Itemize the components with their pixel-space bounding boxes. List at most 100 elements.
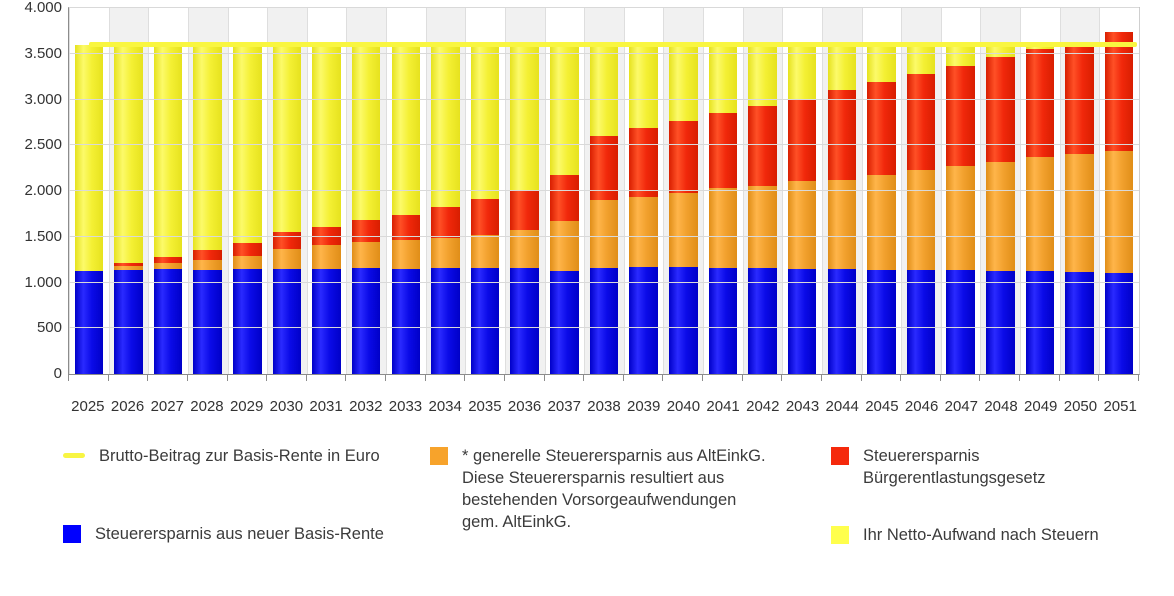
bar-segment-yellow-2033 — [391, 44, 421, 215]
bar-2030[interactable] — [272, 44, 302, 374]
x-tick-label-2032: 2032 — [349, 398, 383, 415]
bar-2034[interactable] — [431, 44, 460, 374]
bar-2033[interactable] — [391, 44, 421, 374]
bar-segment-red-2042 — [748, 105, 777, 186]
bar-2044[interactable] — [827, 44, 857, 374]
bar-segment-blue-2031 — [312, 268, 341, 374]
bar-2050[interactable] — [1065, 41, 1094, 374]
bar-2036[interactable] — [510, 44, 539, 374]
x-tick-label-2037: 2037 — [547, 398, 581, 415]
bar-2046[interactable] — [906, 44, 936, 374]
x-tick-label-2028: 2028 — [190, 398, 224, 415]
bar-segment-orange-2042 — [748, 185, 777, 268]
x-tick-mark — [820, 375, 822, 381]
bar-2049[interactable] — [1025, 44, 1055, 374]
x-tick-label-2030: 2030 — [269, 398, 304, 415]
bar-2043[interactable] — [787, 44, 817, 374]
bar-segment-orange-2043 — [787, 180, 817, 269]
legend-item-generelle-steuerersparnis[interactable]: * generelle Steuerersparnis aus AltEinkG… — [430, 445, 770, 533]
bar-segment-red-2029 — [233, 242, 262, 256]
x-tick-mark — [1138, 375, 1139, 381]
bar-segment-blue-2048 — [986, 270, 1015, 374]
bar-segment-orange-2026 — [114, 266, 143, 270]
bar-segment-blue-2035 — [470, 268, 500, 374]
bar-2037[interactable] — [550, 44, 579, 374]
x-tick-mark — [741, 375, 743, 381]
x-tick-mark — [662, 375, 664, 381]
bar-segment-red-2039 — [629, 128, 658, 197]
legend-item-steuerersparnis-basis-rente[interactable]: Steuerersparnis aus neuer Basis-Rente — [63, 523, 393, 545]
legend-item-brutto-beitrag[interactable]: Brutto-Beitrag zur Basis-Rente in Euro — [63, 445, 393, 467]
gridline-500 — [69, 327, 1139, 329]
bar-segment-orange-2047 — [946, 166, 975, 271]
legend-line-marker-yellow — [63, 453, 85, 458]
bar-segment-red-2043 — [787, 99, 817, 181]
bar-segment-orange-2033 — [391, 240, 421, 269]
bar-2039[interactable] — [629, 44, 658, 374]
x-tick-label-2048: 2048 — [984, 398, 1018, 415]
x-tick-label-2034: 2034 — [428, 398, 462, 415]
bar-2038[interactable] — [589, 44, 619, 374]
bar-segment-yellow-2041 — [708, 44, 738, 114]
x-tick-mark — [979, 375, 981, 381]
bar-2047[interactable] — [946, 44, 975, 374]
x-tick-mark — [781, 375, 783, 381]
bar-2048[interactable] — [986, 44, 1015, 374]
bar-segment-blue-2042 — [748, 267, 777, 374]
x-tick-mark — [424, 375, 426, 381]
bar-2041[interactable] — [708, 44, 738, 374]
bar-segment-red-2047 — [946, 65, 975, 167]
bar-segment-blue-2044 — [827, 269, 857, 374]
bar-2031[interactable] — [312, 44, 341, 374]
bar-2042[interactable] — [748, 44, 777, 374]
column-2045 — [861, 8, 902, 374]
x-tick-label-2033: 2033 — [388, 398, 423, 415]
y-tick-label-3.500: 3.500 — [24, 44, 62, 62]
bar-segment-yellow-2029 — [233, 44, 262, 243]
bar-segment-blue-2051 — [1104, 273, 1134, 374]
bar-2025[interactable] — [74, 44, 104, 374]
bar-segment-orange-2039 — [629, 196, 658, 268]
bar-segment-yellow-2026 — [114, 44, 143, 263]
bar-segment-yellow-2039 — [629, 44, 658, 129]
x-tick-mark — [543, 375, 545, 381]
bar-2027[interactable] — [153, 44, 183, 374]
bar-2029[interactable] — [233, 44, 262, 374]
bar-segment-blue-2050 — [1065, 271, 1094, 374]
bar-2032[interactable] — [351, 44, 381, 374]
bar-2040[interactable] — [668, 44, 698, 374]
column-2029 — [227, 8, 268, 374]
x-tick-label-2039: 2039 — [627, 398, 661, 415]
column-2031 — [306, 8, 347, 374]
x-tick-mark — [860, 375, 862, 381]
bar-2045[interactable] — [867, 44, 896, 374]
column-2047 — [940, 8, 981, 374]
x-tick-mark — [702, 375, 704, 381]
x-tick-mark — [583, 375, 585, 381]
x-tick-mark — [939, 375, 941, 381]
bar-segment-orange-2040 — [668, 192, 698, 268]
bar-segment-yellow-2048 — [986, 44, 1015, 58]
bar-segment-yellow-2038 — [589, 44, 619, 137]
bar-segment-blue-2045 — [867, 269, 896, 374]
x-tick-label-2045: 2045 — [865, 398, 899, 415]
bar-segment-orange-2045 — [867, 175, 896, 270]
legend-label: Brutto-Beitrag zur Basis-Rente in Euro — [99, 447, 380, 465]
bar-segment-orange-2037 — [550, 221, 579, 271]
bar-segment-yellow-2036 — [510, 44, 539, 191]
legend-label: Ihr Netto-Aufwand nach Steuern — [863, 526, 1099, 544]
bar-segment-blue-2041 — [708, 267, 738, 374]
bar-2051[interactable] — [1104, 32, 1134, 374]
y-tick-label-3.000: 3.000 — [24, 90, 62, 108]
bar-2026[interactable] — [114, 44, 143, 374]
gridline-1500 — [69, 235, 1139, 237]
bar-segment-red-2035 — [470, 199, 500, 236]
bar-2035[interactable] — [470, 44, 500, 374]
bar-segment-orange-2049 — [1025, 157, 1055, 272]
x-tick-label-2040: 2040 — [666, 398, 701, 415]
bar-segment-orange-2048 — [986, 161, 1015, 271]
legend-item-buergerentlastungsgesetz[interactable]: Steuerersparnis Bürgerentlastungsgesetz — [831, 445, 1161, 489]
legend-item-netto-aufwand[interactable]: Ihr Netto-Aufwand nach Steuern — [831, 524, 1171, 546]
bar-2028[interactable] — [193, 44, 222, 374]
bar-segment-red-2034 — [431, 206, 460, 238]
